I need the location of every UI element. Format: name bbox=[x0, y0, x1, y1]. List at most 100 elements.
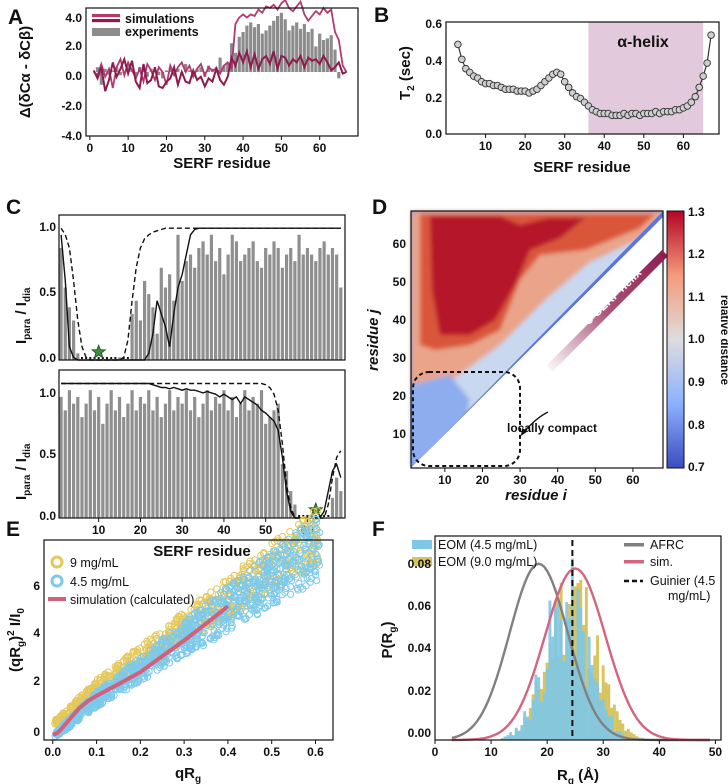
colorbar-gradient bbox=[666, 210, 685, 469]
scatter-45mg-point bbox=[185, 615, 194, 623]
panel-a-plot-area bbox=[92, 0, 348, 92]
scatter-45mg-point bbox=[255, 558, 263, 566]
scatter-9mg-point bbox=[59, 711, 67, 719]
scatter-45mg-point bbox=[316, 528, 324, 537]
a-xtick-label: 40 bbox=[236, 141, 250, 155]
pre-bar bbox=[88, 390, 92, 518]
experiment-bar bbox=[283, 19, 287, 72]
panel-d-y-ticks: 60 50 40 30 20 10 bbox=[393, 237, 407, 441]
scatter-45mg-point bbox=[284, 546, 292, 555]
scatter-45mg-point bbox=[177, 645, 185, 653]
eom-45mg-bar bbox=[517, 730, 521, 740]
scatter-45mg-point bbox=[227, 624, 236, 632]
pre-bar bbox=[305, 247, 310, 360]
scatter-45mg-point bbox=[220, 590, 228, 598]
c-ytick: 1.0 bbox=[39, 386, 56, 400]
experiment-bar bbox=[318, 33, 322, 72]
d-xtick-label: 40 bbox=[551, 473, 565, 487]
c-serf-helix-marker bbox=[546, 250, 668, 372]
scatter-45mg-point bbox=[307, 574, 316, 582]
eom-9mg-bar bbox=[615, 711, 619, 740]
pre-bar bbox=[67, 390, 72, 518]
f-ytick: 0.06 bbox=[408, 599, 432, 613]
scatter-45mg-point bbox=[128, 681, 136, 689]
experiment-bar bbox=[145, 72, 149, 77]
legend-simulation-label: simulation (calculated) bbox=[70, 593, 194, 607]
pre-bar bbox=[201, 241, 205, 360]
scatter-9mg-point bbox=[191, 601, 199, 609]
pre-bar bbox=[101, 423, 105, 518]
experiment-bar bbox=[95, 67, 100, 72]
pre-bar bbox=[76, 353, 80, 360]
e-xtick-label: 0.1 bbox=[88, 745, 105, 759]
pre-missing-marker bbox=[80, 357, 83, 359]
eom-45mg-bar bbox=[584, 687, 588, 740]
eom-45mg-bar bbox=[565, 602, 569, 740]
pre-bar bbox=[130, 313, 134, 360]
eom-9mg-bar bbox=[612, 704, 616, 740]
experiment-bar bbox=[291, 25, 295, 73]
pre-bar bbox=[251, 396, 255, 518]
pre-bar bbox=[176, 396, 180, 518]
scatter-9mg-point bbox=[299, 516, 307, 525]
experiment-bar bbox=[164, 70, 169, 72]
a-xtick-label: 60 bbox=[313, 141, 327, 155]
panel-d-x-ticks: 10 20 30 40 50 60 bbox=[438, 468, 640, 487]
d-ytick: 60 bbox=[393, 237, 407, 251]
pre-bar bbox=[193, 267, 197, 360]
pre-bar bbox=[134, 300, 138, 360]
scatter-9mg-point bbox=[146, 635, 154, 643]
scatter-45mg-point bbox=[263, 553, 271, 561]
scatter-45mg-point bbox=[310, 567, 318, 575]
panel-e-x-label: qRg bbox=[175, 765, 201, 784]
d-ytick: 40 bbox=[393, 313, 407, 327]
legend-simulations-line2 bbox=[92, 19, 120, 23]
scatter-45mg-point bbox=[276, 565, 285, 573]
eom-45mg-bar bbox=[534, 674, 538, 740]
heatmap-core bbox=[430, 216, 585, 335]
e-xtick-label: 0.0 bbox=[44, 745, 61, 759]
scatter-45mg-point bbox=[105, 694, 113, 703]
e-ylabel-sub0: 0 bbox=[16, 608, 27, 614]
pre-bar bbox=[188, 410, 193, 518]
pre-model-dashed bbox=[61, 382, 342, 519]
scatter-45mg-point bbox=[107, 690, 115, 698]
e-ytick: 4 bbox=[33, 626, 40, 640]
eom-45mg-bar bbox=[503, 736, 507, 740]
scatter-45mg-point bbox=[280, 556, 288, 564]
scatter-9mg-point bbox=[239, 565, 247, 573]
eom-9mg-bar bbox=[635, 736, 639, 740]
pre-bar bbox=[318, 247, 322, 360]
pre-bar bbox=[335, 477, 339, 518]
eom-45mg-bar bbox=[559, 619, 563, 740]
scatter-45mg-point bbox=[201, 602, 210, 610]
experiment-bar bbox=[184, 64, 188, 72]
eom-45mg-bar bbox=[610, 715, 614, 740]
scatter-45mg-point bbox=[260, 561, 268, 569]
scatter-45mg-point bbox=[230, 587, 238, 595]
eom-45mg-bar bbox=[537, 677, 541, 740]
scatter-45mg-point bbox=[217, 589, 225, 597]
experiment-bar bbox=[226, 62, 230, 72]
scatter-45mg-point bbox=[302, 568, 310, 577]
eom-45mg-bar bbox=[607, 716, 611, 740]
f-xtick-label: 30 bbox=[597, 745, 611, 759]
scatter-45mg-point bbox=[252, 606, 260, 614]
experiment-bar bbox=[241, 32, 245, 72]
f-xtick-label: 40 bbox=[653, 745, 667, 759]
scatter-9mg-point bbox=[310, 507, 318, 515]
experiment-bar bbox=[134, 72, 138, 76]
c-ytick: 0.0 bbox=[39, 509, 56, 523]
panel-d-frame bbox=[410, 210, 664, 469]
pre-missing-marker bbox=[97, 357, 100, 359]
scatter-9mg-point bbox=[221, 578, 230, 586]
scatter-45mg-point bbox=[280, 542, 288, 550]
eom-45mg-bar bbox=[523, 711, 527, 740]
pre-bar bbox=[326, 254, 330, 360]
scatter-45mg-point bbox=[264, 560, 272, 568]
legend-experiments-label: experiments bbox=[125, 25, 199, 39]
scatter-45mg-point bbox=[240, 612, 248, 621]
t2-point bbox=[691, 92, 700, 101]
pre-bar bbox=[147, 294, 151, 360]
scatter-45mg-point bbox=[266, 577, 274, 585]
